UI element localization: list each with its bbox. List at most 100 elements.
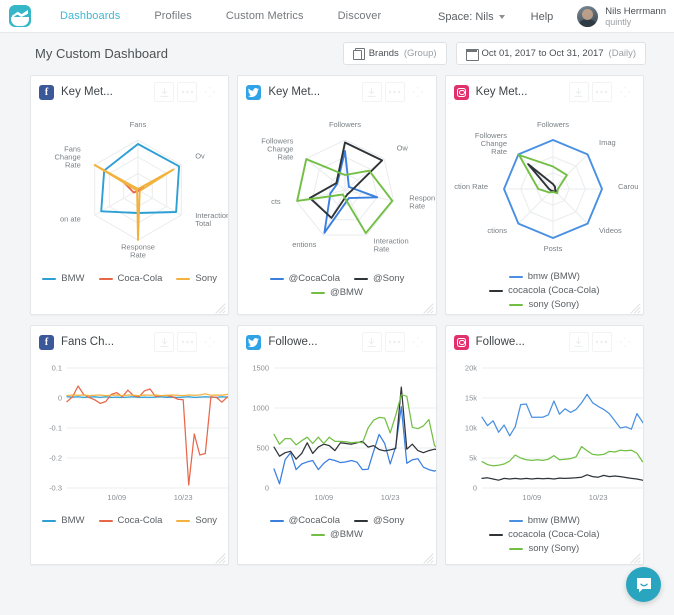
resize-handle[interactable] (630, 551, 641, 564)
legend-swatch (269, 519, 284, 522)
dashboard-card-twitter-key-metrics[interactable]: Key Met... Followers Ow Respon Rate Interacti… (237, 75, 437, 315)
legend-item[interactable]: bmw (BMW) (508, 271, 580, 282)
card-action-group (568, 82, 635, 102)
nav-link-custom-metrics[interactable]: Custom Metrics (225, 10, 304, 22)
svg-text:10k: 10k (465, 424, 477, 433)
svg-text:0: 0 (265, 484, 269, 493)
group-filter-button[interactable]: Brands (Group) (342, 41, 447, 65)
resize-handle[interactable] (215, 551, 226, 564)
legend-swatch (509, 547, 524, 550)
legend-item[interactable]: BMW (42, 273, 85, 284)
legend-label: bmw (BMW) (527, 515, 580, 526)
svg-text:500: 500 (257, 444, 270, 453)
resize-handle[interactable] (423, 551, 434, 564)
space-selector[interactable]: Space: Nils (438, 11, 505, 23)
dashboard-card-instagram-key-metrics[interactable]: Key Met... Followers Imag Carou Videos Posts c… (444, 75, 644, 315)
ellipsis-icon[interactable] (591, 82, 612, 102)
ellipsis-icon[interactable] (177, 332, 198, 352)
move-icon[interactable] (408, 332, 428, 352)
resize-handle[interactable] (215, 301, 226, 314)
legend-swatch (311, 533, 326, 536)
legend-swatch (98, 277, 113, 280)
download-icon[interactable] (361, 82, 382, 102)
nav-link-discover[interactable]: Discover (337, 10, 382, 22)
card-header: f Fans Ch... (31, 326, 228, 358)
legend-item[interactable]: @BMW (311, 529, 363, 540)
move-icon[interactable] (615, 82, 635, 102)
svg-text:0.1: 0.1 (52, 364, 62, 373)
legend-item[interactable]: @CocaCola (269, 515, 340, 526)
legend-label: @CocaCola (288, 273, 341, 284)
svg-text:-0.1: -0.1 (49, 424, 62, 433)
chart-legend: @CocaCola @Sony @BMW (238, 273, 435, 298)
user-name: Nils Herrmann (605, 5, 666, 17)
legend-label: @Sony (373, 273, 405, 284)
legend-label: @BMW (330, 529, 363, 540)
legend-item[interactable]: Coca-Cola (98, 273, 162, 284)
card-title: Followe... (268, 336, 318, 348)
legend-item[interactable]: bmw (BMW) (508, 515, 580, 526)
legend-item[interactable]: @Sony (354, 273, 404, 284)
legend-item[interactable]: @BMW (311, 287, 363, 298)
dashboard-toolbar: My Custom Dashboard Brands (Group) Oct 0… (0, 33, 674, 73)
svg-text:0: 0 (472, 484, 476, 493)
ellipsis-icon[interactable] (384, 82, 405, 102)
svg-text:-0.3: -0.3 (49, 484, 62, 493)
legend-item[interactable]: cocacola (Coca-Cola) (489, 529, 599, 540)
legend-item[interactable]: Sony (176, 515, 217, 526)
legend-label: sony (Sony) (528, 299, 580, 310)
download-icon[interactable] (568, 82, 589, 102)
nav-link-dashboards[interactable]: Dashboards (60, 10, 121, 22)
svg-text:10/09: 10/09 (315, 493, 334, 502)
legend-item[interactable]: BMW (42, 515, 85, 526)
svg-text:on ate: on ate (60, 215, 81, 224)
ellipsis-icon[interactable] (177, 82, 198, 102)
legend-item[interactable]: @CocaCola (269, 273, 341, 284)
nav-link-profiles[interactable]: Profiles (154, 10, 192, 22)
move-icon[interactable] (200, 82, 220, 102)
card-action-group (568, 332, 635, 352)
move-icon[interactable] (200, 332, 220, 352)
move-icon[interactable] (408, 82, 428, 102)
download-icon[interactable] (568, 332, 589, 352)
legend-item[interactable]: sony (Sony) (509, 543, 579, 554)
dashboard-card-twitter-trend[interactable]: Followe... 1500 1000 500 0 10/09 10/23 @CocaCol… (237, 325, 437, 565)
move-icon[interactable] (615, 332, 635, 352)
svg-text:Ov: Ov (195, 152, 205, 161)
download-icon[interactable] (154, 332, 175, 352)
legend-item[interactable]: sony (Sony) (509, 299, 579, 310)
quintly-logo-icon[interactable] (9, 5, 31, 27)
resize-handle[interactable] (423, 301, 434, 314)
ellipsis-icon[interactable] (591, 332, 612, 352)
chart-legend: @CocaCola @Sony @BMW (238, 515, 435, 540)
svg-text:10/23: 10/23 (381, 493, 400, 502)
download-icon[interactable] (361, 332, 382, 352)
dashboard-card-facebook-trend[interactable]: f Fans Ch... 0.1 0 -0.1 -0.2 -0.3 10/09 10/23 BMW… (30, 325, 230, 565)
chart-legend: BMW Coca-Cola Sony (31, 515, 228, 526)
intercom-chat-button[interactable] (626, 567, 661, 602)
legend-item[interactable]: Coca-Cola (98, 515, 162, 526)
dashboard-card-instagram-trend[interactable]: Followe... 20k 15k 10k 5k 0 10/09 10/23 bmw (BMW… (444, 325, 644, 565)
legend-swatch (176, 277, 191, 280)
legend-item[interactable]: cocacola (Coca-Cola) (489, 285, 599, 296)
chat-bubble-icon (636, 577, 651, 592)
chevron-down-icon (498, 14, 505, 19)
dashboard-widget-grid: f Key Met... Fans Ov InteractionsTotal Respon… (0, 73, 674, 565)
download-icon[interactable] (154, 82, 175, 102)
facebook-icon: f (39, 84, 54, 100)
legend-swatch (489, 533, 504, 536)
legend-item[interactable]: Sony (176, 273, 217, 284)
resize-handle[interactable] (630, 301, 641, 314)
svg-text:-0.2: -0.2 (49, 454, 62, 463)
svg-text:Posts: Posts (543, 244, 562, 253)
dashboard-card-facebook-key-metrics[interactable]: f Key Met... Fans Ov InteractionsTotal Respon… (30, 75, 230, 315)
svg-text:entions: entions (293, 240, 317, 249)
chart-canvas: 20k 15k 10k 5k 0 10/09 10/23 (446, 358, 643, 515)
user-menu[interactable]: Nils Herrmann quintly (577, 6, 666, 28)
legend-item[interactable]: @Sony (354, 515, 404, 526)
legend-swatch (42, 277, 57, 280)
help-link[interactable]: Help (530, 10, 554, 23)
card-title: Key Met... (61, 86, 113, 98)
date-range-button[interactable]: Oct 01, 2017 to Oct 31, 2017 (Daily) (455, 41, 646, 65)
ellipsis-icon[interactable] (384, 332, 405, 352)
